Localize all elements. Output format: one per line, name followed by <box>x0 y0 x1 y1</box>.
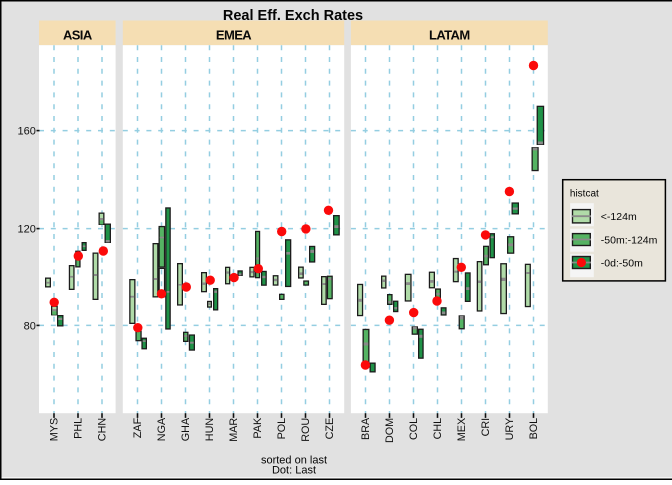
svg-text:ROU: ROU <box>300 418 312 442</box>
svg-text:NGA: NGA <box>156 417 168 441</box>
svg-text:Real Eff. Exch Rates: Real Eff. Exch Rates <box>223 8 363 24</box>
svg-text:PAK: PAK <box>252 417 264 439</box>
svg-text:COL: COL <box>408 418 420 440</box>
svg-text:80: 80 <box>24 320 36 332</box>
svg-text:CRI: CRI <box>480 418 492 437</box>
svg-text:URY: URY <box>504 418 516 441</box>
svg-text:MAR: MAR <box>228 418 240 442</box>
svg-text:GHA: GHA <box>180 417 192 441</box>
svg-text:-50m:-124m: -50m:-124m <box>601 234 658 246</box>
svg-text:MEX: MEX <box>456 418 468 441</box>
svg-text:DOM: DOM <box>384 418 396 443</box>
svg-text:ZAF: ZAF <box>132 417 144 438</box>
svg-text:LATAM: LATAM <box>429 27 470 42</box>
svg-text:Dot: Last: Dot: Last <box>272 464 316 476</box>
svg-text:<-124m: <-124m <box>601 211 637 223</box>
svg-text:BRA: BRA <box>360 417 372 440</box>
svg-text:HUN: HUN <box>204 418 216 441</box>
svg-text:MYS: MYS <box>49 418 61 441</box>
svg-text:ASIA: ASIA <box>63 27 93 42</box>
svg-text:POL: POL <box>276 418 288 440</box>
svg-text:CHN: CHN <box>97 418 109 441</box>
svg-text:CZE: CZE <box>324 418 336 440</box>
svg-text:BOL: BOL <box>528 418 540 440</box>
svg-text:PHL: PHL <box>73 418 85 439</box>
svg-text:160: 160 <box>18 126 36 138</box>
svg-text:EMEA: EMEA <box>216 27 252 42</box>
svg-text:CHL: CHL <box>432 418 444 440</box>
svg-text:-0d:-50m: -0d:-50m <box>601 257 643 269</box>
svg-text:120: 120 <box>18 224 36 236</box>
svg-text:histcat: histcat <box>570 188 599 199</box>
